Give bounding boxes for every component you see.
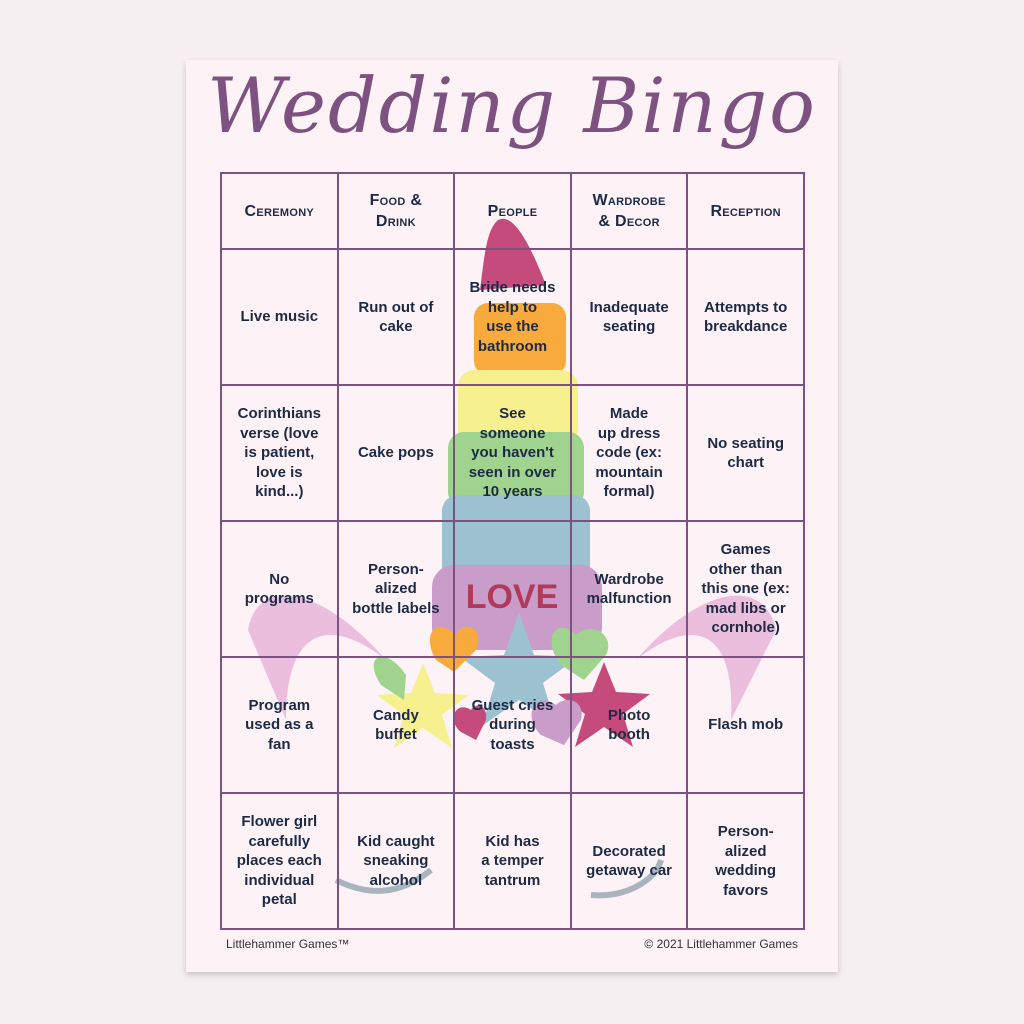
eye-left [334, 867, 433, 894]
heart-green-left [373, 656, 406, 700]
bingo-cell[interactable]: Made up dress code (ex: mountain formal) [570, 385, 688, 521]
column-header-wardrobe-decor: Wardrobe & Decor [570, 173, 688, 249]
bingo-cell[interactable]: Person- alized wedding favors [687, 793, 804, 929]
bingo-cell[interactable]: Program used as a fan [221, 657, 338, 793]
horn-blue [442, 495, 590, 585]
horn-yellow [458, 370, 578, 445]
unicorn-illustration: LOVE [248, 218, 776, 899]
ear-right [636, 595, 776, 720]
star-blue [460, 613, 578, 726]
star-pink [558, 662, 650, 747]
bingo-cell[interactable]: Corinthians verse (love is patient, love… [221, 385, 338, 521]
bingo-cell[interactable]: See someone you haven't seen in over 10 … [454, 385, 571, 521]
ear-left [248, 595, 386, 720]
love-text: LOVE [466, 578, 559, 616]
bingo-cell[interactable]: Bride needs help to use the bathroom [454, 249, 571, 385]
bingo-cell[interactable]: No programs [221, 521, 338, 657]
bingo-cell[interactable]: Flower girl carefully places each indivi… [221, 793, 338, 929]
bingo-cell[interactable]: Kid caught sneaking alcohol [337, 793, 455, 929]
eye-right [590, 858, 664, 899]
bingo-cell[interactable]: No seating chart [687, 385, 804, 521]
bingo-cell[interactable]: Guest cries during toasts [454, 657, 571, 793]
free-space-cell[interactable] [454, 521, 571, 657]
horn-green [448, 432, 584, 508]
bingo-cell[interactable]: Games other than this one (ex: mad libs … [687, 521, 804, 657]
bingo-cell[interactable]: Kid has a temper tantrum [454, 793, 571, 929]
bingo-cell[interactable]: Decorated getaway car [570, 793, 688, 929]
bingo-cell[interactable]: Photo booth [570, 657, 688, 793]
bingo-cell[interactable]: Inadequate seating [570, 249, 688, 385]
heart-purple [531, 700, 582, 745]
footer-brand: Littlehammer Games™ [226, 937, 350, 951]
bingo-cell[interactable]: Attempts to breakdance [687, 249, 804, 385]
footer-copyright: © 2021 Littlehammer Games [644, 937, 798, 951]
bingo-cell[interactable]: Run out of cake [337, 249, 455, 385]
heart-green-right [551, 627, 609, 680]
horn-tip [480, 218, 546, 290]
bingo-cell[interactable]: Person- alized bottle labels [337, 521, 455, 657]
bingo-cell[interactable]: Cake pops [337, 385, 455, 521]
heart-magenta [453, 705, 487, 740]
bingo-cell[interactable]: Candy buffet [337, 657, 455, 793]
column-header-people: People [454, 173, 571, 249]
page-title: Wedding Bingo [207, 61, 817, 150]
bingo-cell[interactable]: Flash mob [687, 657, 804, 793]
bingo-grid: Ceremony Food & Drink People Wardrobe & … [220, 172, 805, 930]
bingo-card: Wedding Bingo LOVE Ceremony Food & Drink… [186, 60, 838, 972]
horn-orange [474, 303, 566, 375]
column-header-ceremony: Ceremony [221, 173, 338, 249]
bingo-cell[interactable]: Wardrobe malfunction [570, 521, 688, 657]
bingo-cell[interactable]: Live music [221, 249, 338, 385]
column-header-reception: Reception [687, 173, 804, 249]
star-yellow [377, 663, 469, 748]
column-header-food-drink: Food & Drink [337, 173, 455, 249]
